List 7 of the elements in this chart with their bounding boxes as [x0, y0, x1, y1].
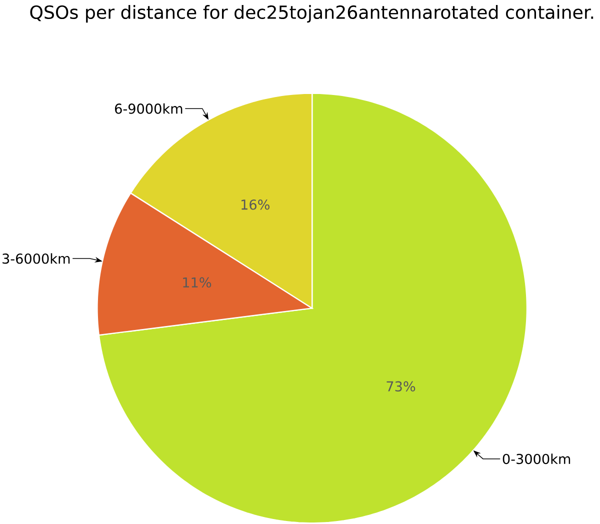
data-label: 73%: [386, 381, 416, 392]
data-label: 11%: [183, 277, 212, 288]
slice-label: 0-3000km: [502, 454, 570, 464]
slice-label: 6-9000km: [115, 103, 182, 114]
chart-title: QSOs per distance for dec25tojan26antennarotated container.: [30, 5, 594, 23]
slice-label: 3-6000km: [2, 253, 70, 264]
data-label: 16%: [242, 200, 270, 210]
